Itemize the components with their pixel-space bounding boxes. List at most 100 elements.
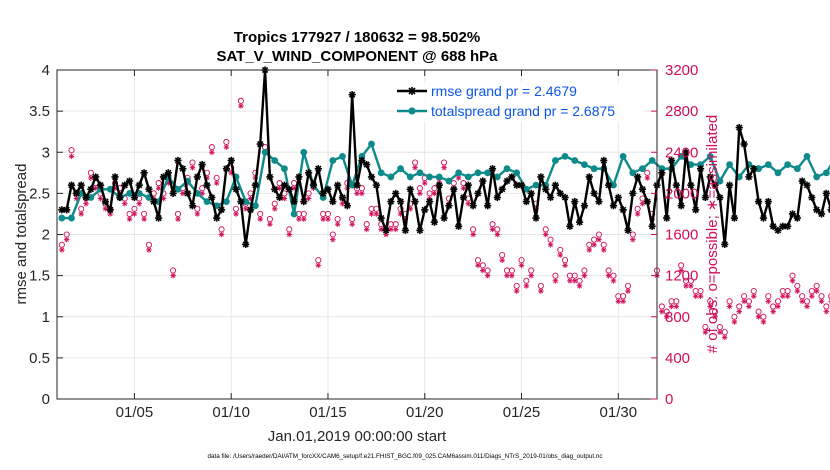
- rmse-point: [271, 185, 279, 193]
- rmse-point: [87, 185, 95, 193]
- rmse-point: [445, 202, 453, 210]
- rmse-point: [198, 160, 206, 169]
- rmse-point: [667, 156, 676, 165]
- totalspread-point: [281, 165, 288, 173]
- rmse-point: [314, 165, 322, 173]
- rmse-point: [740, 140, 748, 148]
- rmse-point: [213, 214, 221, 222]
- assimilated-obs-marker: [417, 190, 423, 197]
- rmse-point: [459, 193, 468, 202]
- rmse-point: [101, 198, 109, 206]
- totalspread-point: [803, 152, 811, 160]
- rmse-point: [193, 173, 201, 181]
- rmse-point: [290, 198, 298, 206]
- totalspread-point: [581, 161, 588, 168]
- y-tick-label-left: 2: [42, 227, 50, 244]
- assimilated-obs-marker: [620, 298, 626, 305]
- totalspread-point: [455, 169, 463, 177]
- totalspread-point: [242, 198, 250, 206]
- rmse-point: [624, 226, 632, 234]
- assimilated-obs-marker: [286, 231, 293, 238]
- rmse-point: [203, 181, 211, 189]
- assimilated-obs-marker: [746, 303, 752, 310]
- rmse-point: [300, 198, 308, 206]
- x-tick-label: 01/25: [503, 404, 541, 421]
- chart-title-line-2: SAT_V_WIND_COMPONENT @ 688 hPa: [216, 48, 498, 65]
- assimilated-obs-marker: [605, 272, 612, 279]
- assimilated-obs-marker: [460, 185, 467, 192]
- y-tick-label-right: 3200: [665, 62, 698, 79]
- rmse-point: [745, 173, 753, 181]
- assimilated-obs-marker: [136, 200, 143, 207]
- rmse-point: [72, 189, 80, 197]
- rmse-point: [721, 240, 729, 248]
- assimilated-obs-marker: [673, 303, 680, 310]
- rmse-point: [416, 226, 424, 234]
- assimilated-obs-marker: [83, 200, 89, 207]
- rmse-point: [542, 185, 550, 193]
- totalspread-point: [571, 157, 579, 164]
- assimilated-obs-marker: [789, 277, 796, 284]
- y-tick-label-left: 3: [42, 144, 50, 161]
- rmse-point: [358, 156, 366, 165]
- rmse-point: [813, 206, 821, 214]
- totalspread-point: [648, 157, 656, 164]
- rmse-point: [730, 214, 739, 222]
- assimilated-obs-marker: [770, 308, 776, 315]
- assimilated-obs-marker: [296, 216, 302, 222]
- assimilated-obs-marker: [736, 308, 743, 315]
- assimilated-obs-marker: [189, 164, 196, 171]
- totalspread-point: [706, 152, 714, 160]
- assimilated-obs-marker: [804, 303, 810, 310]
- totalspread-point: [590, 165, 598, 173]
- rmse-point: [634, 173, 642, 181]
- assimilated-obs-marker: [388, 226, 394, 233]
- rmse-point: [155, 214, 163, 222]
- rmse-point: [82, 193, 90, 202]
- assimilated-obs-marker: [775, 303, 781, 310]
- rmse-point: [716, 193, 724, 202]
- totalspread-point: [503, 165, 511, 173]
- rmse-point: [372, 181, 380, 189]
- rmse-point: [585, 173, 593, 181]
- rmse-point: [266, 173, 274, 181]
- rmse-point: [63, 206, 71, 214]
- y-tick-label-right: 400: [665, 350, 690, 367]
- rmse-point: [725, 181, 734, 189]
- assimilated-obs-marker: [494, 231, 501, 238]
- rmse-point: [580, 202, 589, 210]
- x-tick-label: 01/30: [600, 404, 638, 421]
- rmse-point: [464, 181, 472, 189]
- assimilated-obs-marker: [809, 293, 815, 299]
- assimilated-obs-marker: [334, 221, 341, 228]
- assimilated-obs-marker: [523, 283, 530, 289]
- rmse-point: [275, 193, 284, 202]
- rmse-point: [440, 214, 448, 222]
- y-axis-label-left: rmse and totalspread: [13, 164, 30, 305]
- rmse-point: [808, 193, 816, 202]
- rmse-point: [629, 189, 637, 197]
- totalspread-point: [397, 165, 404, 173]
- y-tick-label-left: 1: [42, 309, 50, 326]
- totalspread-point: [551, 157, 559, 164]
- rmse-point: [498, 185, 506, 193]
- rmse-point: [551, 181, 559, 189]
- y-tick-label-right: 800: [665, 309, 690, 326]
- assimilated-obs-marker: [760, 319, 767, 325]
- totalspread-point: [610, 181, 617, 189]
- legend-rmse-label: rmse grand pr = 2.4679: [431, 83, 577, 99]
- totalspread-point: [619, 152, 627, 160]
- y-tick-label-left: 1.5: [29, 268, 50, 285]
- rmse-point: [237, 198, 245, 206]
- assimilated-obs-marker: [780, 293, 786, 299]
- assimilated-obs-marker: [218, 231, 225, 238]
- rmse-point: [334, 181, 342, 189]
- assimilated-obs-marker: [363, 226, 370, 233]
- assimilated-obs-marker: [78, 211, 84, 217]
- assimilated-obs-marker: [504, 272, 510, 279]
- assimilated-obs-marker: [281, 195, 288, 202]
- rmse-point: [755, 198, 763, 206]
- rmse-point: [532, 214, 540, 222]
- rmse-point: [595, 198, 603, 206]
- totalspread-point: [764, 161, 772, 168]
